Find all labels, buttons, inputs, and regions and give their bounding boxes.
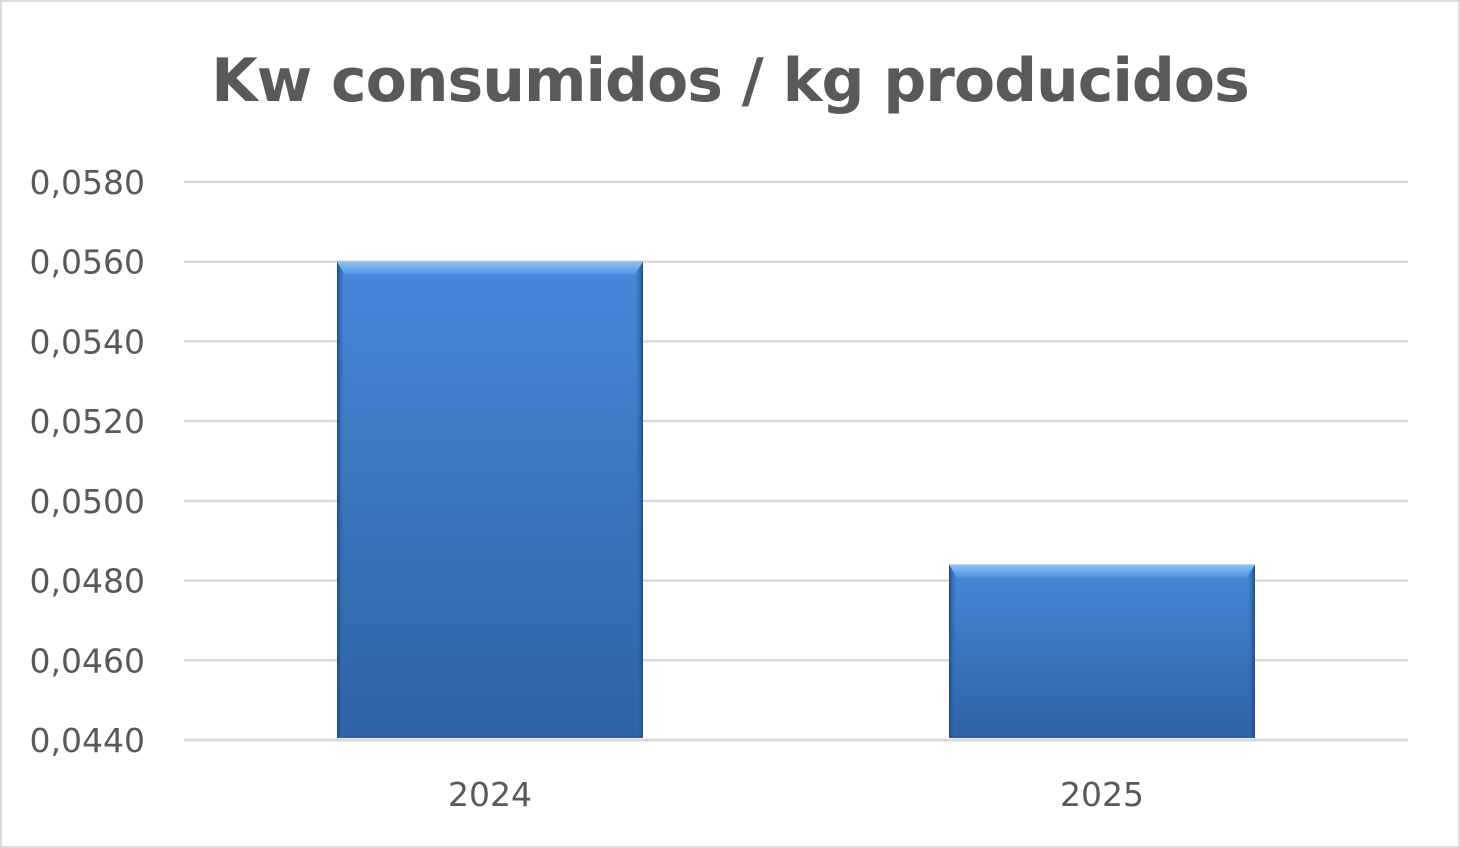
y-tick-label: 0,0540 (30, 322, 145, 361)
bar-2024 (337, 261, 643, 738)
y-tick-label: 0,0480 (30, 562, 145, 601)
y-tick-label: 0,0460 (30, 641, 145, 680)
y-tick-label: 0,0500 (30, 482, 145, 521)
bar-bevel-right (1247, 564, 1255, 738)
bar-bevel-left (949, 564, 957, 738)
bar (949, 564, 1255, 738)
y-tick-label: 0,0580 (30, 163, 145, 202)
y-tick-label: 0,0520 (30, 402, 145, 441)
y-tick-label: 0,0440 (30, 721, 145, 760)
x-tick-label: 2025 (1060, 775, 1144, 814)
bar-2025 (949, 564, 1255, 738)
bar-bevel-top (949, 564, 1255, 578)
x-tick-label: 2024 (448, 775, 532, 814)
bar-bevel-top (337, 261, 643, 275)
bar-bevel-left (337, 261, 345, 738)
chart-title: Kw consumidos / kg producidos (211, 46, 1250, 116)
y-tick-label: 0,0560 (30, 243, 145, 282)
bar (337, 261, 643, 738)
bar-bevel-right (635, 261, 643, 738)
